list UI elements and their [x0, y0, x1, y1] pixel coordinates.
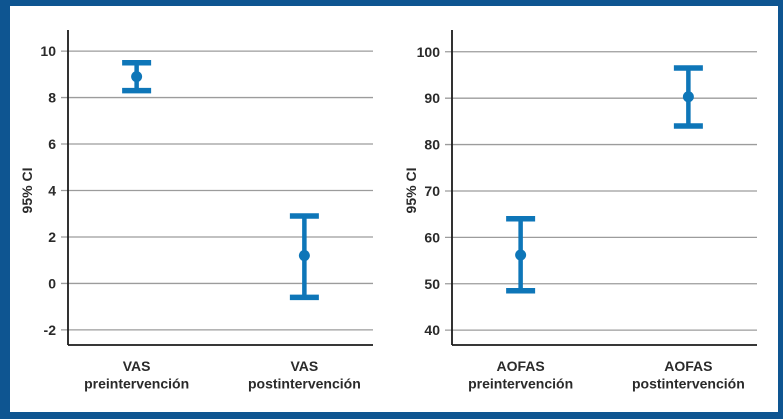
- category-label: preintervención: [468, 376, 573, 392]
- y-tick-label: 60: [424, 229, 440, 245]
- category-label: AOFAS: [664, 358, 712, 374]
- y-tick-label: 4: [48, 183, 56, 199]
- aofas-errorbar-chart: 100 90 80 70 60 50 40 95% CI AOFAS preintervenció…: [403, 30, 757, 392]
- error-bar-2: [673, 65, 703, 129]
- y-tick-label: 40: [424, 322, 440, 338]
- y-tick-label: 50: [424, 276, 440, 292]
- y-tick-label: 90: [424, 90, 440, 106]
- category-label: preintervención: [84, 376, 189, 392]
- mean-dot: [131, 71, 143, 83]
- mean-dot: [682, 91, 694, 103]
- category-label: VAS: [123, 358, 151, 374]
- y-axis-title: 95% CI: [403, 168, 419, 214]
- vas-errorbar-chart: 10 8 6 4 2 0 -2 95% CI VAS preintervención VAS post…: [19, 30, 373, 392]
- error-bar-1: [506, 216, 536, 294]
- y-tick-label: 10: [40, 43, 56, 59]
- error-bar-1: [122, 59, 152, 94]
- y-tick-label: 8: [48, 90, 56, 106]
- y-tick-label: -2: [44, 322, 57, 338]
- y-tick-label: 0: [48, 275, 56, 291]
- y-axis-title: 95% CI: [19, 168, 35, 214]
- chart-panels: 10 8 6 4 2 0 -2 95% CI VAS preintervención VAS post…: [10, 6, 778, 412]
- y-tick-label: 80: [424, 137, 440, 153]
- y-tick-label: 2: [48, 229, 56, 245]
- category-label: postintervención: [632, 376, 745, 392]
- category-label: postintervención: [248, 376, 361, 392]
- y-tick-label: 6: [48, 136, 56, 152]
- category-label: VAS: [291, 358, 319, 374]
- category-label: AOFAS: [497, 358, 545, 374]
- mean-dot: [298, 250, 310, 262]
- error-bar-2: [289, 213, 319, 301]
- y-tick-label: 70: [424, 183, 440, 199]
- mean-dot: [515, 249, 527, 261]
- y-tick-label: 100: [417, 44, 441, 60]
